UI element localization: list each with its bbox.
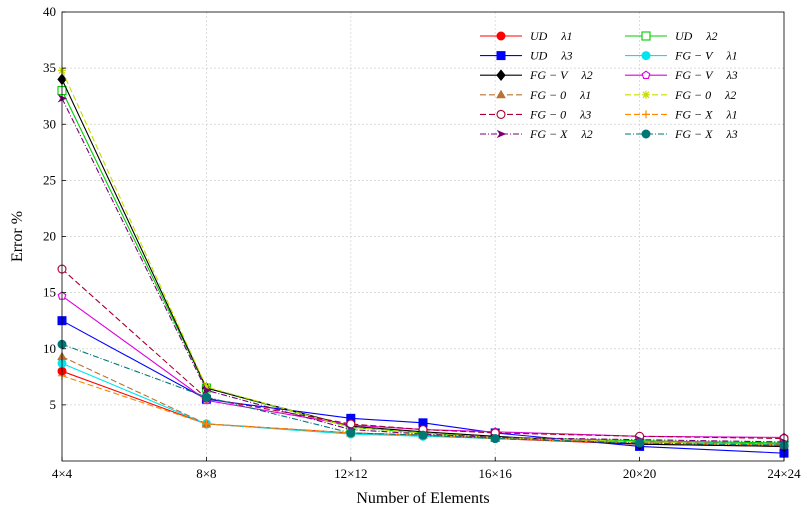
series-11 xyxy=(57,94,790,447)
legend-label-main: FG − 0 xyxy=(674,88,711,102)
legend-label: UD λ1 xyxy=(530,29,573,43)
data-point xyxy=(418,430,428,440)
legend-label-lambda: λ3 xyxy=(560,49,572,63)
legend-label: UD λ2 xyxy=(675,29,718,43)
legend-label-lambda: λ1 xyxy=(725,49,737,63)
legend-label-main: FG − V xyxy=(674,49,714,63)
legend-label-lambda: λ2 xyxy=(580,68,592,82)
legend-label-lambda: λ1 xyxy=(579,88,591,102)
y-axis-label: Error % xyxy=(9,211,26,262)
series-9 xyxy=(57,264,789,444)
legend-item: FG − V λ2 xyxy=(480,68,593,82)
legend-label: FG − 0 λ1 xyxy=(529,88,591,102)
y-tick-label: 35 xyxy=(43,60,56,75)
data-point xyxy=(201,392,211,402)
legend-label-main: FG − X xyxy=(674,127,713,141)
data-point xyxy=(202,382,211,391)
legend-label-main: FG − 0 xyxy=(529,88,566,102)
data-point xyxy=(496,129,507,139)
axis-ticks: 4×4 8×8 12×12 16×16 20×20 24×24 5 10 15 20 25 30 35 4… xyxy=(43,4,801,481)
series-layer xyxy=(57,66,790,458)
legend-item: UD λ2 xyxy=(625,29,718,43)
legend-label-main: FG − V xyxy=(529,68,569,82)
legend-item: UD λ3 xyxy=(480,49,573,63)
legend-label: FG − 0 λ3 xyxy=(529,107,591,121)
legend-label-lambda: λ1 xyxy=(725,107,737,121)
legend-label: FG − 0 λ2 xyxy=(674,88,736,102)
legend-item: FG − 0 λ3 xyxy=(480,107,591,121)
series-8 xyxy=(58,66,788,450)
series-line xyxy=(61,98,785,443)
x-tick-label: 4×4 xyxy=(52,466,73,481)
x-tick-label: 24×24 xyxy=(767,466,801,481)
y-tick-label: 10 xyxy=(43,341,56,356)
data-point xyxy=(496,109,506,119)
legend-label: FG − X λ2 xyxy=(529,127,593,141)
data-point xyxy=(496,69,506,82)
grid-lines xyxy=(61,12,785,461)
data-point xyxy=(496,51,506,61)
series-line xyxy=(61,268,785,440)
data-point xyxy=(496,89,506,99)
legend-label-lambda: λ2 xyxy=(705,29,717,43)
legend-label: UD λ3 xyxy=(530,49,573,63)
legend-label-lambda: λ3 xyxy=(725,68,737,82)
legend-label-main: FG − X xyxy=(529,127,568,141)
legend-item: FG − 0 λ1 xyxy=(480,88,591,102)
legend-label: FG − X λ1 xyxy=(674,107,738,121)
legend-label-lambda: λ3 xyxy=(725,127,737,141)
legend-label-lambda: λ1 xyxy=(560,29,572,43)
y-tick-label: 20 xyxy=(43,229,56,244)
legend-item: FG − X λ3 xyxy=(625,127,738,141)
legend-label-main: UD xyxy=(675,29,693,43)
data-point xyxy=(641,70,651,79)
legend-label-lambda: λ3 xyxy=(579,107,591,121)
x-axis-label: Number of Elements xyxy=(356,490,489,507)
legend-label-lambda: λ2 xyxy=(724,88,736,102)
legend-label: FG − V λ1 xyxy=(674,49,738,63)
data-point xyxy=(57,94,68,103)
data-point xyxy=(641,129,651,139)
y-tick-label: 25 xyxy=(43,172,56,187)
legend-item: FG − V λ1 xyxy=(625,49,738,63)
legend-item: FG − V λ3 xyxy=(625,68,738,82)
legend-item: FG − X λ2 xyxy=(480,127,593,141)
legend-item: FG − X λ1 xyxy=(625,107,738,121)
x-tick-label: 8×8 xyxy=(196,466,216,481)
y-tick-label: 15 xyxy=(43,285,56,300)
data-point xyxy=(641,51,651,61)
x-tick-label: 20×20 xyxy=(623,466,656,481)
y-tick-label: 40 xyxy=(43,4,56,19)
legend-label-lambda: λ2 xyxy=(580,127,592,141)
data-point xyxy=(202,419,211,428)
legend-label-main: UD xyxy=(530,29,548,43)
legend-label: FG − X λ3 xyxy=(674,127,738,141)
y-tick-label: 30 xyxy=(43,116,56,131)
data-point xyxy=(642,90,650,99)
legend-label-main: FG − V xyxy=(674,68,714,82)
legend-label-main: FG − X xyxy=(674,107,713,121)
legend-label-main: FG − 0 xyxy=(529,107,566,121)
series-line xyxy=(61,90,785,444)
legend-item: FG − 0 λ2 xyxy=(625,88,736,102)
data-point xyxy=(496,31,506,41)
legend-item: UD λ1 xyxy=(480,29,573,43)
legend-label: FG − V λ3 xyxy=(674,68,738,82)
legend-label: FG − V λ2 xyxy=(529,68,593,82)
data-point xyxy=(642,110,650,119)
data-point xyxy=(490,434,500,444)
legend-label-main: UD xyxy=(530,49,548,63)
data-point xyxy=(641,31,651,41)
data-point xyxy=(202,386,212,395)
data-point xyxy=(635,438,645,448)
x-tick-label: 16×16 xyxy=(479,466,513,481)
data-point xyxy=(346,428,356,438)
y-tick-label: 5 xyxy=(50,397,57,412)
series-12 xyxy=(57,339,789,450)
x-tick-label: 12×12 xyxy=(334,466,367,481)
